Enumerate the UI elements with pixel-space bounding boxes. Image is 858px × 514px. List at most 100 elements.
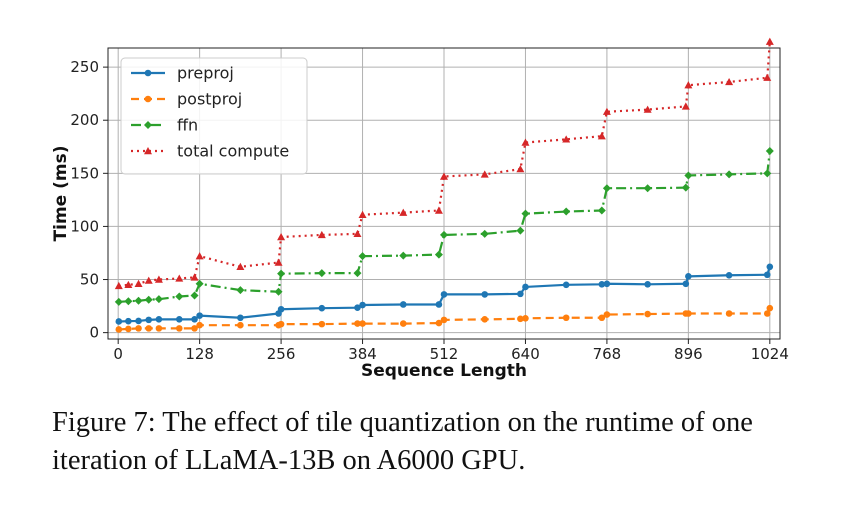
data-point: [124, 280, 133, 289]
data-point: [644, 310, 651, 318]
data-point: [277, 269, 286, 278]
data-point: [144, 276, 153, 284]
x-tick-label: 896: [674, 345, 703, 363]
data-point: [434, 206, 443, 214]
data-point: [354, 320, 361, 327]
y-axis-label: Time (ms): [51, 146, 71, 242]
data-point: [516, 165, 525, 173]
data-point: [155, 325, 163, 332]
data-point: [685, 310, 692, 317]
x-tick-label: 128: [185, 345, 214, 363]
data-point: [765, 37, 774, 45]
y-tick-label: 200: [70, 111, 99, 129]
data-point: [196, 312, 203, 319]
data-point: [277, 233, 286, 241]
data-point: [440, 291, 448, 298]
data-point: [399, 208, 408, 216]
data-point: [562, 207, 571, 216]
x-tick-label: 768: [593, 345, 622, 363]
series-preproj: [115, 263, 774, 325]
data-point: [114, 297, 123, 306]
data-point: [399, 301, 407, 308]
data-point: [399, 320, 407, 327]
legend: preproj postproj ffn total compute: [120, 57, 308, 175]
data-point: [135, 317, 142, 325]
x-tick-label: 640: [511, 345, 540, 363]
data-point: [682, 280, 690, 288]
data-point: [317, 269, 326, 278]
data-point: [190, 291, 199, 300]
series-line-total-compute: [118, 41, 771, 287]
data-point: [318, 320, 326, 328]
data-point: [277, 305, 285, 313]
data-point: [175, 316, 183, 323]
data-point: [154, 275, 163, 283]
series-layer: [114, 37, 774, 333]
y-tick-label: 50: [80, 271, 99, 289]
legend-label-preproj: preproj: [177, 64, 234, 83]
series-ffn: [114, 147, 774, 306]
data-point: [237, 321, 244, 329]
data-point: [145, 325, 153, 332]
data-point: [643, 105, 652, 113]
legend-box: [120, 57, 308, 175]
data-point: [766, 304, 774, 312]
data-point: [602, 107, 611, 115]
data-point: [521, 138, 530, 146]
legend-marker-total-compute: [144, 147, 152, 155]
data-point: [274, 287, 283, 296]
data-point: [725, 271, 733, 279]
data-point: [175, 292, 184, 301]
x-tick-label: 1024: [751, 345, 789, 363]
data-point: [191, 316, 198, 323]
data-point: [195, 279, 204, 288]
data-point: [521, 209, 530, 218]
data-point: [763, 73, 772, 81]
data-point: [277, 320, 285, 328]
data-point: [597, 206, 606, 215]
data-point: [440, 172, 448, 180]
y-tick-label: 100: [70, 217, 99, 235]
data-point: [763, 169, 772, 178]
data-point: [317, 230, 326, 239]
data-point: [358, 252, 367, 261]
data-point: [522, 314, 529, 322]
data-point: [236, 262, 245, 270]
data-point: [598, 281, 606, 288]
data-point: [480, 170, 489, 178]
data-point: [354, 304, 361, 311]
data-point: [763, 310, 771, 317]
data-point: [517, 315, 524, 323]
data-point: [725, 170, 734, 179]
data-point: [435, 301, 443, 308]
data-point: [318, 304, 326, 312]
data-point: [237, 314, 244, 322]
data-point: [681, 183, 690, 192]
x-tick-label: 384: [348, 345, 377, 363]
data-point: [134, 279, 143, 287]
data-point: [435, 319, 443, 327]
data-point: [643, 184, 652, 193]
data-point: [144, 295, 153, 304]
data-point: [440, 230, 448, 239]
data-point: [114, 281, 123, 290]
data-point: [681, 102, 690, 110]
data-point: [359, 320, 366, 327]
legend-label-postproj: postproj: [177, 90, 242, 109]
data-point: [190, 273, 199, 281]
data-point: [134, 296, 143, 305]
data-point: [644, 281, 651, 288]
data-point: [602, 184, 611, 193]
x-axis-label: Sequence Length: [361, 361, 527, 381]
data-point: [135, 325, 142, 332]
data-point: [480, 229, 489, 238]
data-point: [766, 263, 774, 271]
data-point: [145, 316, 153, 324]
figure-caption: Figure 7: The effect of tile quantizatio…: [52, 407, 753, 476]
data-point: [440, 316, 448, 324]
data-point: [175, 325, 183, 332]
data-point: [597, 132, 606, 140]
data-point: [725, 310, 733, 317]
data-point: [115, 318, 123, 325]
data-point: [125, 325, 132, 333]
